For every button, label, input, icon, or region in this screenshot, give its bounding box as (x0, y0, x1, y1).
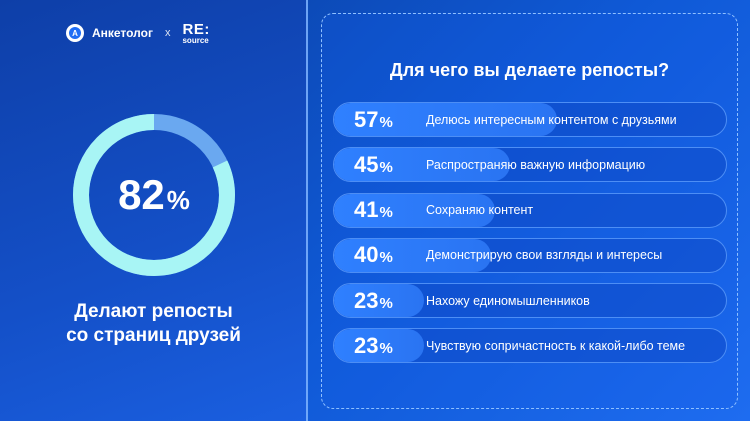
bar-value-label: 45% (354, 148, 393, 181)
logo-separator: x (164, 27, 171, 39)
bar-value-number: 41 (354, 197, 379, 223)
left-panel (0, 0, 307, 421)
panel-divider (306, 0, 308, 421)
bar-value-label: 23% (354, 329, 393, 362)
bar-category-label: Нахожу единомышленников (426, 293, 590, 308)
anketolog-logo-icon: A (66, 24, 84, 42)
bar-value-suffix: % (379, 339, 393, 357)
bar-row: 23% Чувствую сопричастность к какой-либо … (333, 328, 727, 364)
donut-value: 82% (70, 111, 238, 279)
bar-value-number: 45 (354, 151, 379, 177)
donut-value-suffix: % (166, 184, 190, 215)
bar-category-label: Демонстрирую свои взгляды и интересы (426, 248, 663, 263)
logo-bar: A Анкетолог x RE: source (66, 22, 210, 44)
bar-value-suffix: % (379, 294, 393, 312)
bar-category-label: Делюсь интересным контентом с друзьями (426, 112, 677, 127)
bar-value-number: 57 (354, 106, 379, 132)
bar-value-suffix: % (379, 113, 393, 131)
bar-fill (334, 238, 491, 272)
bar-row: 45% Распространяю важную информацию (333, 147, 727, 183)
resource-logo-bottom: source (182, 35, 209, 45)
donut-caption-line1: Делают репосты (74, 301, 233, 322)
bar-category-label: Распространяю важную информацию (426, 157, 646, 172)
bar-value-label: 40% (354, 239, 393, 272)
bar-value-number: 23 (354, 287, 379, 313)
donut-value-number: 82 (118, 171, 165, 218)
bar-value-label: 23% (354, 284, 393, 317)
bar-value-label: 41% (354, 194, 393, 227)
bar-fill (334, 284, 425, 318)
bar-fill (334, 148, 511, 182)
bar-fill (334, 193, 495, 227)
bar-value-number: 23 (354, 332, 379, 358)
bar-row: 40% Демонстрирую свои взгляды и интересы (333, 237, 727, 273)
bar-fill (334, 103, 558, 136)
bar-row: 41% Сохраняю контент (333, 192, 727, 228)
bar-category-label: Сохраняю контент (426, 203, 534, 218)
bar-value-suffix: % (379, 249, 393, 267)
bar-chart-rows: 57% Делюсь интересным контентом с друзьям… (333, 102, 727, 374)
anketolog-logo-text: Анкетолог (92, 26, 153, 40)
bar-value-number: 40 (354, 242, 379, 268)
bar-fill (334, 329, 425, 363)
resource-logo-top: RE: (182, 20, 210, 38)
donut-chart (73, 114, 235, 276)
donut-caption-line2: со страниц друзей (66, 325, 241, 346)
donut-caption: Делают репосты со страниц друзей (0, 300, 307, 348)
bar-value-suffix: % (379, 158, 393, 176)
bar-row: 23% Нахожу единомышленников (333, 283, 727, 319)
donut-arc (73, 114, 235, 276)
bar-chart-title: Для чего вы делаете репосты? (389, 60, 670, 80)
bar-row: 57% Делюсь интересным контентом с друзьям… (333, 102, 727, 137)
bar-value-suffix: % (379, 204, 393, 222)
bar-value-label: 57% (354, 103, 393, 136)
bar-category-label: Чувствую сопричастность к какой-либо тем… (426, 338, 686, 353)
resource-logo: RE: source (182, 22, 209, 45)
